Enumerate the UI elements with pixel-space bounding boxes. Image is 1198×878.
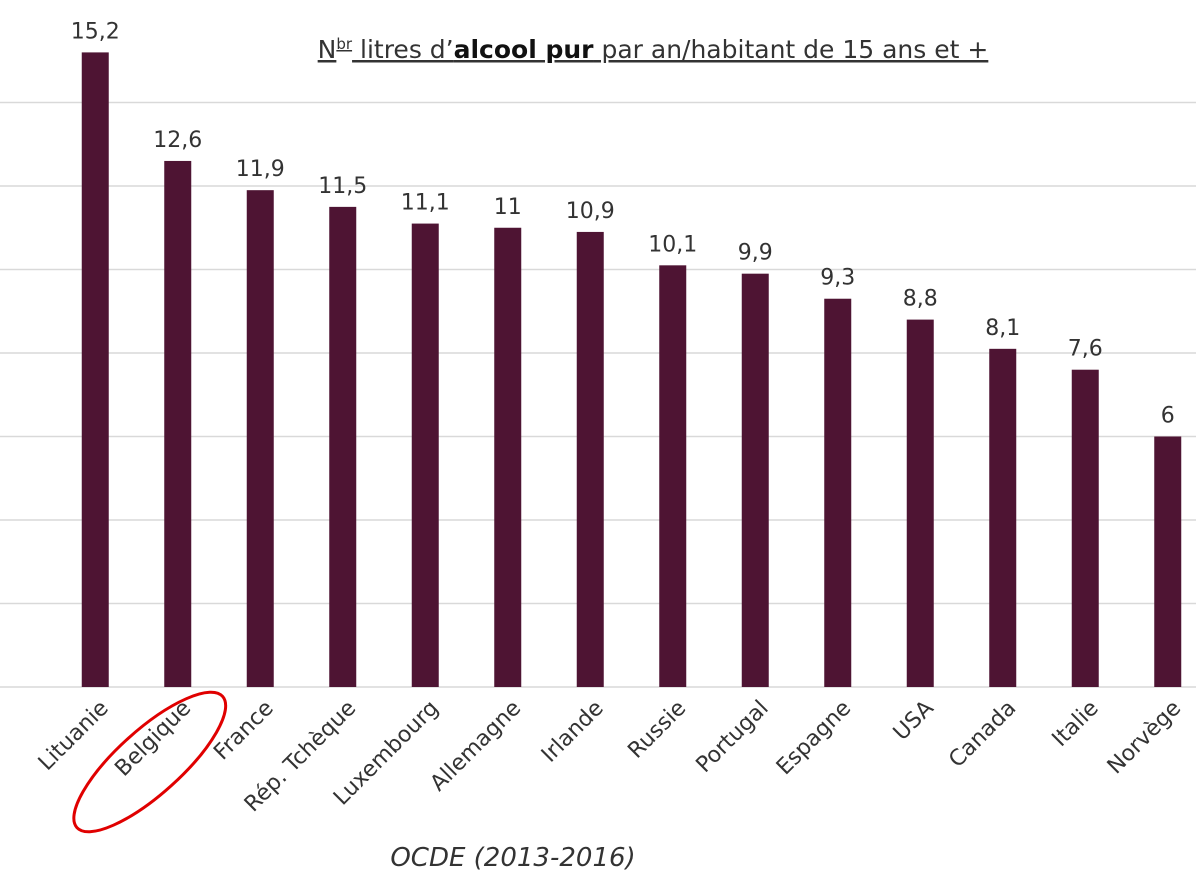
chart-title: Nbr litres d’alcool pur par an/habitant …: [318, 35, 989, 64]
bar: [1154, 436, 1182, 687]
x-tick-label: France: [209, 696, 278, 765]
title-part: litres d’: [352, 35, 454, 64]
value-label: 12,6: [153, 128, 202, 153]
bar: [329, 206, 357, 687]
bar: [659, 265, 687, 687]
x-tick-label: Canada: [944, 696, 1021, 773]
bar: [576, 231, 604, 688]
value-label: 6: [1161, 404, 1175, 429]
value-label: 15,2: [71, 19, 120, 44]
title-part: par an/habitant de 15 ans et +: [594, 35, 989, 64]
caption: OCDE (2013-2016): [390, 843, 635, 873]
value-label: 9,3: [820, 266, 855, 291]
value-label: 11: [494, 195, 522, 220]
x-tick-label: Espagne: [772, 696, 856, 780]
bar: [989, 348, 1017, 687]
value-label: 9,9: [738, 241, 773, 266]
bar: [164, 160, 192, 687]
value-label: 11,1: [401, 191, 450, 216]
x-tick-label: Russie: [623, 696, 691, 764]
value-label: 11,5: [318, 174, 367, 199]
value-label: 8,1: [985, 316, 1020, 341]
x-tick-label: USA: [889, 696, 939, 746]
x-tick-label: Portugal: [692, 696, 774, 778]
bar: [906, 319, 934, 687]
x-tick-label: Irlande: [537, 696, 609, 768]
bar: [824, 298, 852, 687]
bar: [741, 273, 769, 687]
value-label: 8,8: [903, 287, 938, 312]
value-label: 11,9: [236, 157, 285, 182]
title-part: alcool pur: [454, 35, 595, 64]
highlight-ellipse: [72, 690, 228, 834]
x-tick-label: Norvège: [1103, 696, 1186, 779]
bar: [411, 223, 439, 687]
x-tick-label: Italie: [1048, 696, 1104, 752]
title-part: br: [336, 35, 353, 53]
bar: [246, 190, 274, 688]
value-label: 10,9: [566, 199, 615, 224]
value-label: 10,1: [648, 232, 697, 257]
bar: [494, 227, 522, 687]
x-tick-label: Belgique: [110, 696, 196, 782]
title-part: N: [318, 35, 337, 64]
bar: [81, 52, 109, 687]
value-label: 7,6: [1068, 337, 1103, 362]
bar: [1071, 369, 1099, 687]
